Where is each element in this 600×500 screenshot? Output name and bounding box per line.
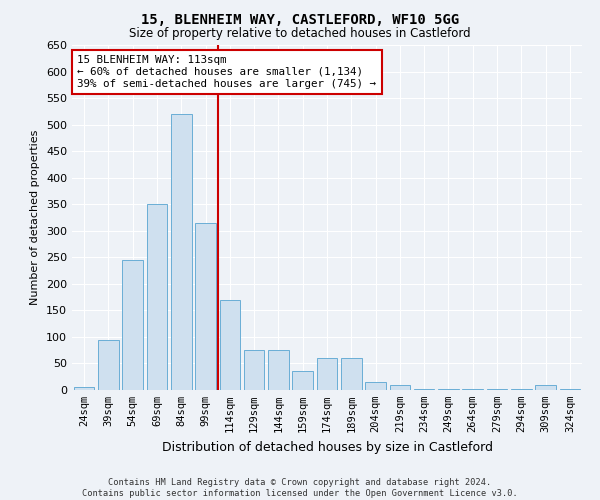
Bar (195, 223, 216, 390)
Bar (244, 350, 265, 390)
Bar (414, 389, 434, 390)
Y-axis label: Number of detached properties: Number of detached properties (31, 130, 40, 305)
Text: 15 BLENHEIM WAY: 113sqm
← 60% of detached houses are smaller (1,134)
39% of semi: 15 BLENHEIM WAY: 113sqm ← 60% of detache… (77, 56, 376, 88)
Bar (317, 358, 337, 390)
Text: 15, BLENHEIM WAY, CASTLEFORD, WF10 5GG: 15, BLENHEIM WAY, CASTLEFORD, WF10 5GG (141, 12, 459, 26)
Bar (268, 350, 289, 390)
Bar (122, 260, 143, 390)
Bar (292, 372, 313, 390)
Bar (220, 300, 240, 390)
Bar (389, 384, 410, 390)
Bar (365, 382, 386, 390)
Bar (98, 340, 119, 390)
Text: Contains HM Land Registry data © Crown copyright and database right 2024.
Contai: Contains HM Land Registry data © Crown c… (82, 478, 518, 498)
Bar (74, 388, 94, 390)
Text: Size of property relative to detached houses in Castleford: Size of property relative to detached ho… (129, 28, 471, 40)
Bar (171, 114, 191, 390)
Bar (535, 384, 556, 390)
Bar (341, 358, 362, 390)
Bar (146, 204, 167, 390)
X-axis label: Distribution of detached houses by size in Castleford: Distribution of detached houses by size … (161, 440, 493, 454)
